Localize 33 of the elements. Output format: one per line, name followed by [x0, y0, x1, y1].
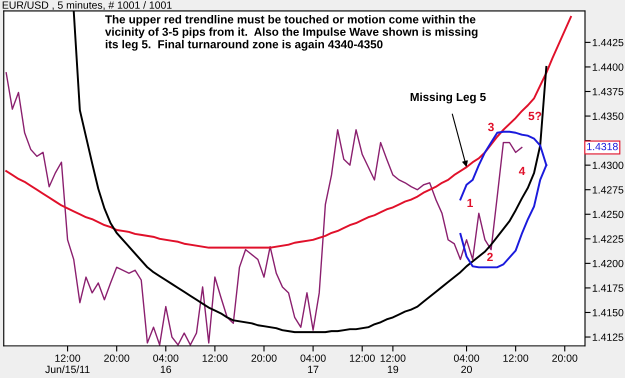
- y-tick-label: 1.4150: [592, 308, 624, 316]
- x-tick-label: 20:00: [251, 354, 277, 362]
- y-tick-label: 1.4275: [592, 186, 624, 194]
- x-tick-label: 04:00 20: [454, 354, 480, 374]
- y-tick-label: 1.4175: [592, 284, 624, 292]
- y-tick-label: 1.4125: [592, 334, 624, 341]
- line-series: [5, 16, 572, 249]
- x-tick-label: 04:00 17: [300, 354, 326, 373]
- annotation: 5?: [528, 112, 542, 120]
- y-tick-label: 1.4400: [592, 63, 624, 71]
- x-tick-label: 12:00: [350, 354, 375, 362]
- x-tick-label: 12:00 19: [380, 354, 406, 374]
- annotation: 1: [467, 198, 473, 208]
- x-tick-label: 12:00: [202, 354, 228, 362]
- y-tick-label: 1.4350: [592, 112, 624, 120]
- x-tick-label: 12:00: [503, 354, 528, 362]
- y-tick-label: 1.4425: [592, 38, 624, 46]
- chart-title: EUR/USD , 5 minutes, # 1001 / 1001: [2, 1, 172, 10]
- annotation: 1.4318: [587, 142, 618, 150]
- annotation: 2: [487, 252, 493, 262]
- y-tick-label: 1.4250: [592, 210, 624, 218]
- y-tick-label: 1.4375: [592, 88, 624, 96]
- x-tick-label: 04:00 16: [153, 354, 178, 374]
- x-tick-label: 12:00 Jun/15/11: [45, 354, 90, 374]
- annotation: 3: [488, 122, 494, 132]
- y-tick-label: 1.4200: [592, 260, 624, 268]
- annotation: Missing Leg 5: [410, 92, 486, 104]
- annotation: The upper red trendline must be touched or motion come within the vicinity of 3-5 pips from it. Also the Impulse Wave shown is missing its leg 5. Final turnaround zone is again 4340-4350: [105, 15, 478, 51]
- x-tick-label: 20:00: [104, 354, 130, 362]
- x-tick-label: 20:00: [552, 354, 578, 362]
- annotation: 4: [518, 166, 526, 176]
- y-tick-label: 1.4225: [592, 235, 624, 243]
- y-tick-label: 1.4300: [592, 162, 624, 170]
